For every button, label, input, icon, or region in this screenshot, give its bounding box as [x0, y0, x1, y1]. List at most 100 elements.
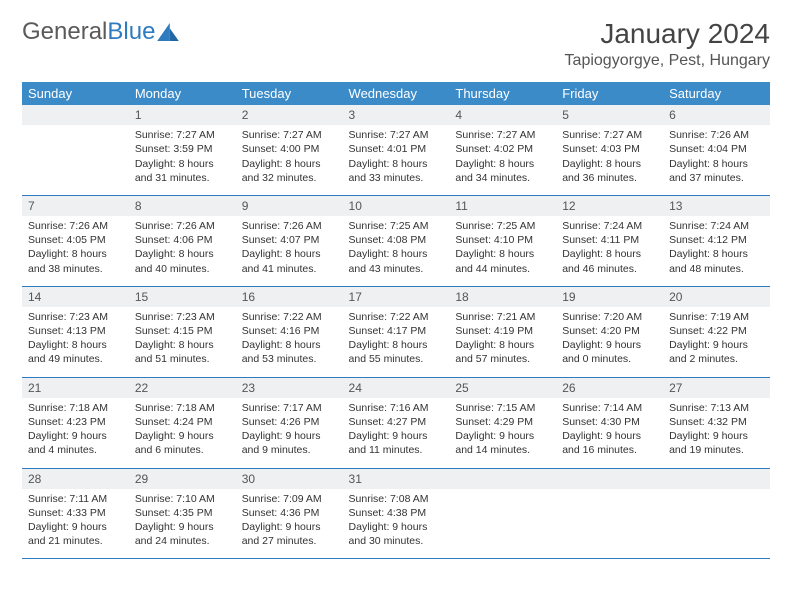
day-sunrise: Sunrise: 7:22 AM: [242, 310, 337, 324]
calendar-day-cell: 31Sunrise: 7:08 AMSunset: 4:38 PMDayligh…: [343, 468, 450, 559]
day-content: Sunrise: 7:26 AMSunset: 4:06 PMDaylight:…: [129, 216, 236, 286]
day-content: [22, 125, 129, 138]
day-content: Sunrise: 7:23 AMSunset: 4:13 PMDaylight:…: [22, 307, 129, 377]
calendar-week-row: 1Sunrise: 7:27 AMSunset: 3:59 PMDaylight…: [22, 105, 770, 195]
day-content: Sunrise: 7:27 AMSunset: 4:01 PMDaylight:…: [343, 125, 450, 195]
calendar-day-cell: 23Sunrise: 7:17 AMSunset: 4:26 PMDayligh…: [236, 377, 343, 468]
calendar-week-row: 7 Sunrise: 7:26 AM Sunset: 4:05 PMDaylight…: [22, 195, 770, 286]
day-sunrise: Sunrise: 7:25 AM: [455, 219, 550, 233]
day-sunrise: Sunrise: 7:19 AM: [669, 310, 764, 324]
day-sunset: Sunset: 4:30 PM: [562, 415, 657, 429]
day-number: 6: [663, 105, 770, 125]
day-d1: Daylight: 8 hours: [349, 157, 444, 171]
day-sunset: Sunset: 4:08 PM: [349, 233, 444, 247]
brand-triangle-icon: [157, 23, 179, 41]
day-d2: and 34 minutes.: [455, 171, 550, 185]
day-d1: Daylight: 8 hours: [242, 157, 337, 171]
day-d2: and 49 minutes.: [28, 352, 123, 366]
day-number: 1: [129, 105, 236, 125]
day-d2: and 36 minutes.: [562, 171, 657, 185]
day-d1: Daylight: 9 hours: [242, 429, 337, 443]
day-sunset: Sunset: 3:59 PM: [135, 142, 230, 156]
calendar-day-cell: 3Sunrise: 7:27 AMSunset: 4:01 PMDaylight…: [343, 105, 450, 195]
brand-part2: Blue: [107, 18, 155, 45]
header: GeneralBlue January 2024 Tapiogyorgye, P…: [22, 18, 770, 70]
day-number: 21: [22, 378, 129, 398]
day-d2: and 27 minutes.: [242, 534, 337, 548]
day-content: Sunrise: 7:17 AMSunset: 4:26 PMDaylight:…: [236, 398, 343, 468]
calendar-day-cell: 14Sunrise: 7:23 AMSunset: 4:13 PMDayligh…: [22, 286, 129, 377]
day-d1: Daylight: 8 hours: [135, 338, 230, 352]
day-d1: Daylight: 8 hours: [135, 157, 230, 171]
day-d1: Daylight: 9 hours: [28, 429, 123, 443]
day-d1: Daylight: 8 hours: [28, 247, 123, 261]
day-sunrise: Sunrise: 7:27 AM: [242, 128, 337, 142]
day-d2: and 14 minutes.: [455, 443, 550, 457]
day-sunset: Sunset: 4:02 PM: [455, 142, 550, 156]
day-sunrise: Sunrise: 7:26 AM: [135, 219, 230, 233]
day-content: Sunrise: 7:22 AMSunset: 4:17 PMDaylight:…: [343, 307, 450, 377]
day-d2: and 44 minutes.: [455, 262, 550, 276]
day-content: Sunrise: 7:19 AMSunset: 4:22 PMDaylight:…: [663, 307, 770, 377]
day-sunset: Sunset: 4:00 PM: [242, 142, 337, 156]
day-sunset: Sunset: 4:33 PM: [28, 506, 123, 520]
day-sunrise: Sunrise: 7:09 AM: [242, 492, 337, 506]
day-number: 29: [129, 469, 236, 489]
day-sunrise: Sunrise: 7:15 AM: [455, 401, 550, 415]
weekday-header: Monday: [129, 82, 236, 105]
day-sunset: Sunset: 4:05 PM: [28, 233, 123, 247]
day-number: 19: [556, 287, 663, 307]
day-d2: and 40 minutes.: [135, 262, 230, 276]
calendar-day-cell: 15Sunrise: 7:23 AMSunset: 4:15 PMDayligh…: [129, 286, 236, 377]
day-number: 14: [22, 287, 129, 307]
day-d2: and 0 minutes.: [562, 352, 657, 366]
calendar-day-cell: 22Sunrise: 7:18 AMSunset: 4:24 PMDayligh…: [129, 377, 236, 468]
day-d1: Daylight: 9 hours: [349, 520, 444, 534]
day-sunrise: Sunrise: 7:20 AM: [562, 310, 657, 324]
day-d1: Daylight: 9 hours: [562, 338, 657, 352]
weekday-header: Saturday: [663, 82, 770, 105]
day-number: 4: [449, 105, 556, 125]
day-sunset: Sunset: 4:32 PM: [669, 415, 764, 429]
day-sunrise: Sunrise: 7:17 AM: [242, 401, 337, 415]
day-sunrise: Sunrise: 7:22 AM: [349, 310, 444, 324]
day-number: 15: [129, 287, 236, 307]
calendar-day-cell: 29Sunrise: 7:10 AMSunset: 4:35 PMDayligh…: [129, 468, 236, 559]
weekday-header: Sunday: [22, 82, 129, 105]
day-sunrise: Sunrise: 7:24 AM: [562, 219, 657, 233]
day-d2: and 16 minutes.: [562, 443, 657, 457]
day-content: Sunrise: 7:20 AMSunset: 4:20 PMDaylight:…: [556, 307, 663, 377]
day-number: 31: [343, 469, 450, 489]
day-d1: Daylight: 9 hours: [455, 429, 550, 443]
day-d2: and 48 minutes.: [669, 262, 764, 276]
calendar-day-cell: 25Sunrise: 7:15 AMSunset: 4:29 PMDayligh…: [449, 377, 556, 468]
day-d2: and 37 minutes.: [669, 171, 764, 185]
day-d1: Daylight: 9 hours: [28, 520, 123, 534]
calendar-day-cell: 4Sunrise: 7:27 AMSunset: 4:02 PMDaylight…: [449, 105, 556, 195]
day-content: [663, 489, 770, 502]
day-content: Sunrise: 7:18 AMSunset: 4:23 PMDaylight:…: [22, 398, 129, 468]
day-d2: and 38 minutes.: [28, 262, 123, 276]
calendar-day-cell: 26Sunrise: 7:14 AMSunset: 4:30 PMDayligh…: [556, 377, 663, 468]
day-sunrise: Sunrise: 7:18 AM: [28, 401, 123, 415]
calendar-day-cell: 7Sunrise: 7:26 AMSunset: 4:05 PMDaylight…: [22, 195, 129, 286]
calendar-day-cell: [449, 468, 556, 559]
day-content: Sunrise: 7:27 AMSunset: 4:02 PMDaylight:…: [449, 125, 556, 195]
day-number: 12: [556, 196, 663, 216]
day-d1: Daylight: 8 hours: [28, 338, 123, 352]
calendar-day-cell: [556, 468, 663, 559]
day-number: 5: [556, 105, 663, 125]
day-content: Sunrise: 7:26 AMSunset: 4:07 PMDaylight:…: [236, 216, 343, 286]
day-number: 13: [663, 196, 770, 216]
day-sunrise: Sunrise: 7:21 AM: [455, 310, 550, 324]
calendar-day-cell: 12Sunrise: 7:24 AMSunset: 4:11 PMDayligh…: [556, 195, 663, 286]
day-content: Sunrise: 7:11 AMSunset: 4:33 PMDaylight:…: [22, 489, 129, 559]
day-sunrise: Sunrise: 7:13 AM: [669, 401, 764, 415]
day-d1: Daylight: 9 hours: [669, 429, 764, 443]
day-d1: Daylight: 9 hours: [135, 429, 230, 443]
day-d2: and 51 minutes.: [135, 352, 230, 366]
brand-logo: GeneralBlue: [22, 18, 179, 46]
calendar-day-cell: 16Sunrise: 7:22 AMSunset: 4:16 PMDayligh…: [236, 286, 343, 377]
day-number: 7: [22, 196, 129, 216]
day-sunset: Sunset: 4:29 PM: [455, 415, 550, 429]
